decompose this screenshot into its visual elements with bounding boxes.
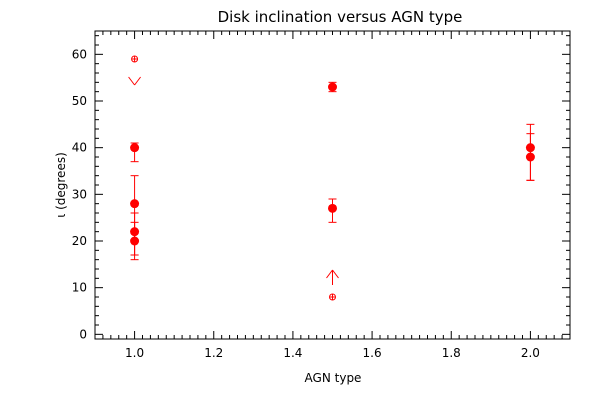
axis-ticks: [94, 31, 571, 339]
data-point: [328, 203, 337, 213]
x-axis-label: AGN type: [305, 371, 362, 385]
y-tick-label: 10: [72, 281, 87, 295]
data-point: [130, 199, 140, 209]
y-tick-label: 30: [72, 187, 87, 201]
limit-arrow: [326, 269, 333, 279]
lower-limit-marker: [326, 269, 339, 301]
y-tick-label: 0: [79, 327, 87, 341]
y-tick-label: 20: [72, 234, 87, 248]
limit-arrow: [128, 76, 135, 86]
y-tick-labels: 0 10 20 30 40 50 60: [72, 47, 87, 341]
y-tick-label: 40: [72, 141, 87, 155]
y-tick-label: 50: [72, 94, 87, 108]
x-tick-label: 2.0: [521, 346, 540, 360]
x-tick-label: 1.0: [125, 346, 144, 360]
limit-arrow: [332, 269, 339, 279]
data-point: [525, 143, 535, 153]
data-point: [525, 152, 535, 162]
x-tick-label: 1.2: [204, 346, 223, 360]
data-point: [130, 227, 140, 237]
data-point: [130, 143, 140, 153]
upper-limit-marker: [128, 55, 141, 86]
data-marks: [128, 55, 535, 301]
x-tick-label: 1.4: [283, 346, 302, 360]
y-tick-label: 60: [72, 47, 87, 61]
x-tick-label: 1.8: [442, 346, 461, 360]
x-tick-label: 1.6: [363, 346, 382, 360]
data-point: [130, 236, 140, 246]
y-axis-label: ι (degrees): [54, 152, 68, 218]
data-point: [328, 82, 337, 92]
plot-frame: [94, 30, 571, 340]
chart-title: Disk inclination versus AGN type: [218, 8, 463, 26]
limit-arrow: [134, 76, 141, 86]
x-tick-labels: 1.0 1.2 1.4 1.6 1.8 2.0: [125, 346, 540, 360]
